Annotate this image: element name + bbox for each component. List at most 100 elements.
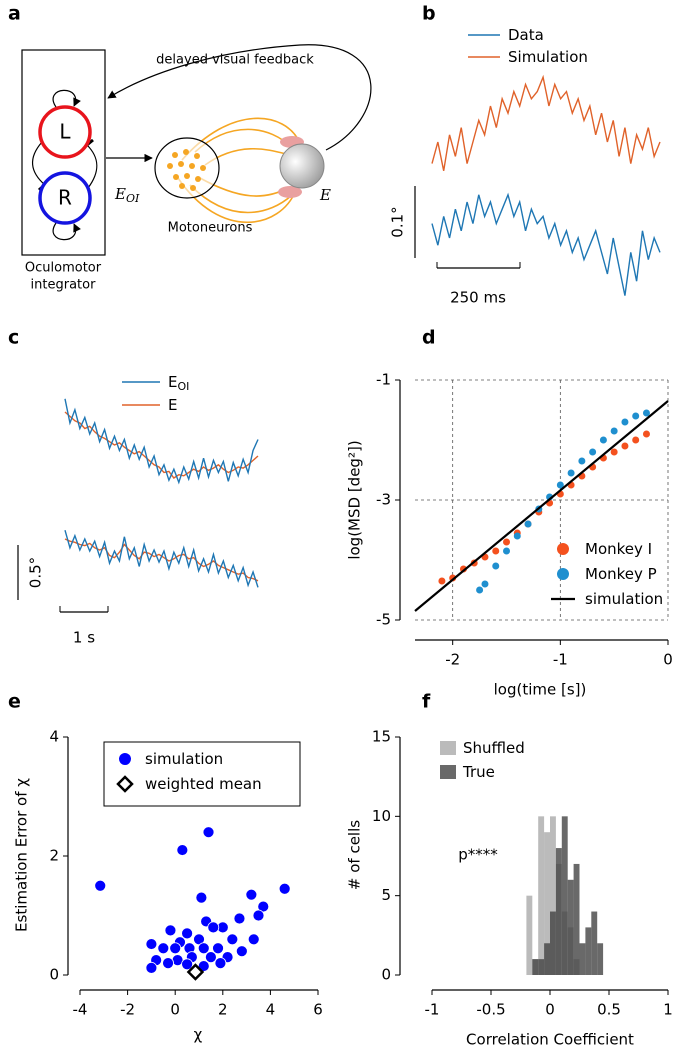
scale-label: 1 s	[73, 629, 95, 647]
legend-name: simulation	[145, 750, 223, 768]
point	[145, 961, 158, 974]
point	[247, 933, 260, 946]
self-loop	[52, 89, 81, 108]
y-tick-label: 4	[49, 728, 59, 746]
x-tick-label: -1	[553, 651, 568, 669]
x-axis-title: Correlation Coefficient	[466, 1031, 634, 1049]
point	[621, 418, 629, 426]
x-tick-label: 4	[266, 1001, 276, 1019]
point	[492, 547, 500, 555]
legend-swatch	[119, 753, 131, 765]
self-loop	[52, 222, 81, 241]
point	[186, 963, 205, 981]
signal-symbol: E	[114, 185, 126, 203]
bar	[573, 863, 580, 975]
x-tick-label: 6	[313, 1001, 323, 1019]
point	[233, 912, 246, 925]
scale-label: 0.5°	[27, 557, 45, 588]
y-tick-label: 0	[49, 966, 59, 984]
point	[578, 457, 586, 465]
x-tick-label: 0.5	[597, 1001, 621, 1019]
legend-name: E	[168, 396, 177, 414]
motoneurons	[167, 149, 206, 191]
x-tick-label: -2	[445, 651, 460, 669]
point	[599, 436, 607, 444]
motoneuron-label: Motoneurons	[168, 221, 253, 236]
bar	[585, 927, 592, 975]
signal-label: EOI	[114, 185, 140, 205]
point	[567, 469, 575, 477]
panel-label: d	[422, 327, 436, 349]
inhibitory-link	[32, 141, 46, 186]
point	[252, 909, 265, 922]
y-tick-label: 5	[381, 886, 391, 904]
inhibitory-link	[86, 144, 98, 189]
point	[195, 891, 208, 904]
point	[214, 957, 227, 969]
point	[245, 888, 258, 901]
panel-label: a	[8, 3, 21, 25]
legend-name: Simulation	[508, 48, 588, 66]
point	[632, 412, 640, 420]
bar	[567, 879, 574, 975]
eye-muscle	[278, 186, 302, 198]
node-label: L	[59, 120, 71, 144]
x-tick-label: 2	[218, 1001, 228, 1019]
legend-name: Data	[508, 26, 544, 44]
x-tick-label: -1	[425, 1001, 440, 1019]
legend-swatch	[557, 543, 569, 555]
legend-label: EOI	[168, 373, 189, 394]
bar	[538, 816, 545, 975]
feedback-label: delayed visual feedback	[156, 53, 314, 68]
x-axis-title: log(time [s])	[494, 681, 587, 699]
bar	[550, 911, 556, 975]
legend-name: Monkey I	[585, 540, 652, 558]
node-r	[38, 171, 92, 225]
trace	[431, 74, 661, 171]
legend-label: simulation	[145, 750, 223, 768]
bar	[526, 895, 533, 975]
panel-label: e	[8, 691, 21, 713]
point	[226, 933, 239, 946]
point	[513, 532, 521, 540]
integrator-label: integrator	[31, 278, 97, 293]
legend-box	[103, 741, 301, 807]
annotation: p****	[458, 846, 498, 864]
point	[157, 942, 170, 955]
bar	[550, 816, 556, 975]
trace	[64, 411, 259, 479]
motoneuron-pool	[154, 137, 220, 199]
integrator-box	[21, 49, 106, 256]
trace	[64, 530, 259, 588]
y-axis-title: Estimation Error of χ	[13, 778, 31, 932]
y-tick-label: 15	[372, 728, 391, 746]
point	[164, 924, 177, 937]
point	[176, 844, 189, 856]
legend-swatch	[557, 568, 569, 580]
point	[610, 448, 618, 456]
x-tick-label: 0	[170, 1001, 180, 1019]
point	[212, 942, 224, 955]
bar	[538, 959, 545, 975]
point	[94, 879, 107, 892]
feedback-arrow	[107, 44, 372, 151]
point	[481, 580, 489, 588]
legend-label: Monkey I	[585, 540, 652, 558]
legend-name: Monkey P	[585, 565, 657, 583]
point	[145, 938, 158, 950]
point	[589, 448, 597, 456]
signal-subscript: OI	[126, 192, 140, 205]
legend-label: Simulation	[508, 48, 588, 66]
point	[632, 436, 640, 444]
point	[162, 957, 174, 969]
point	[524, 520, 532, 528]
eye	[279, 143, 325, 189]
point	[197, 942, 210, 955]
legend-subscript: OI	[177, 380, 189, 393]
legend-label: Data	[508, 26, 544, 44]
y-tick-label: -1	[376, 371, 391, 389]
legend-name: Shuffled	[463, 739, 525, 757]
bar	[544, 943, 550, 975]
point	[621, 442, 629, 450]
